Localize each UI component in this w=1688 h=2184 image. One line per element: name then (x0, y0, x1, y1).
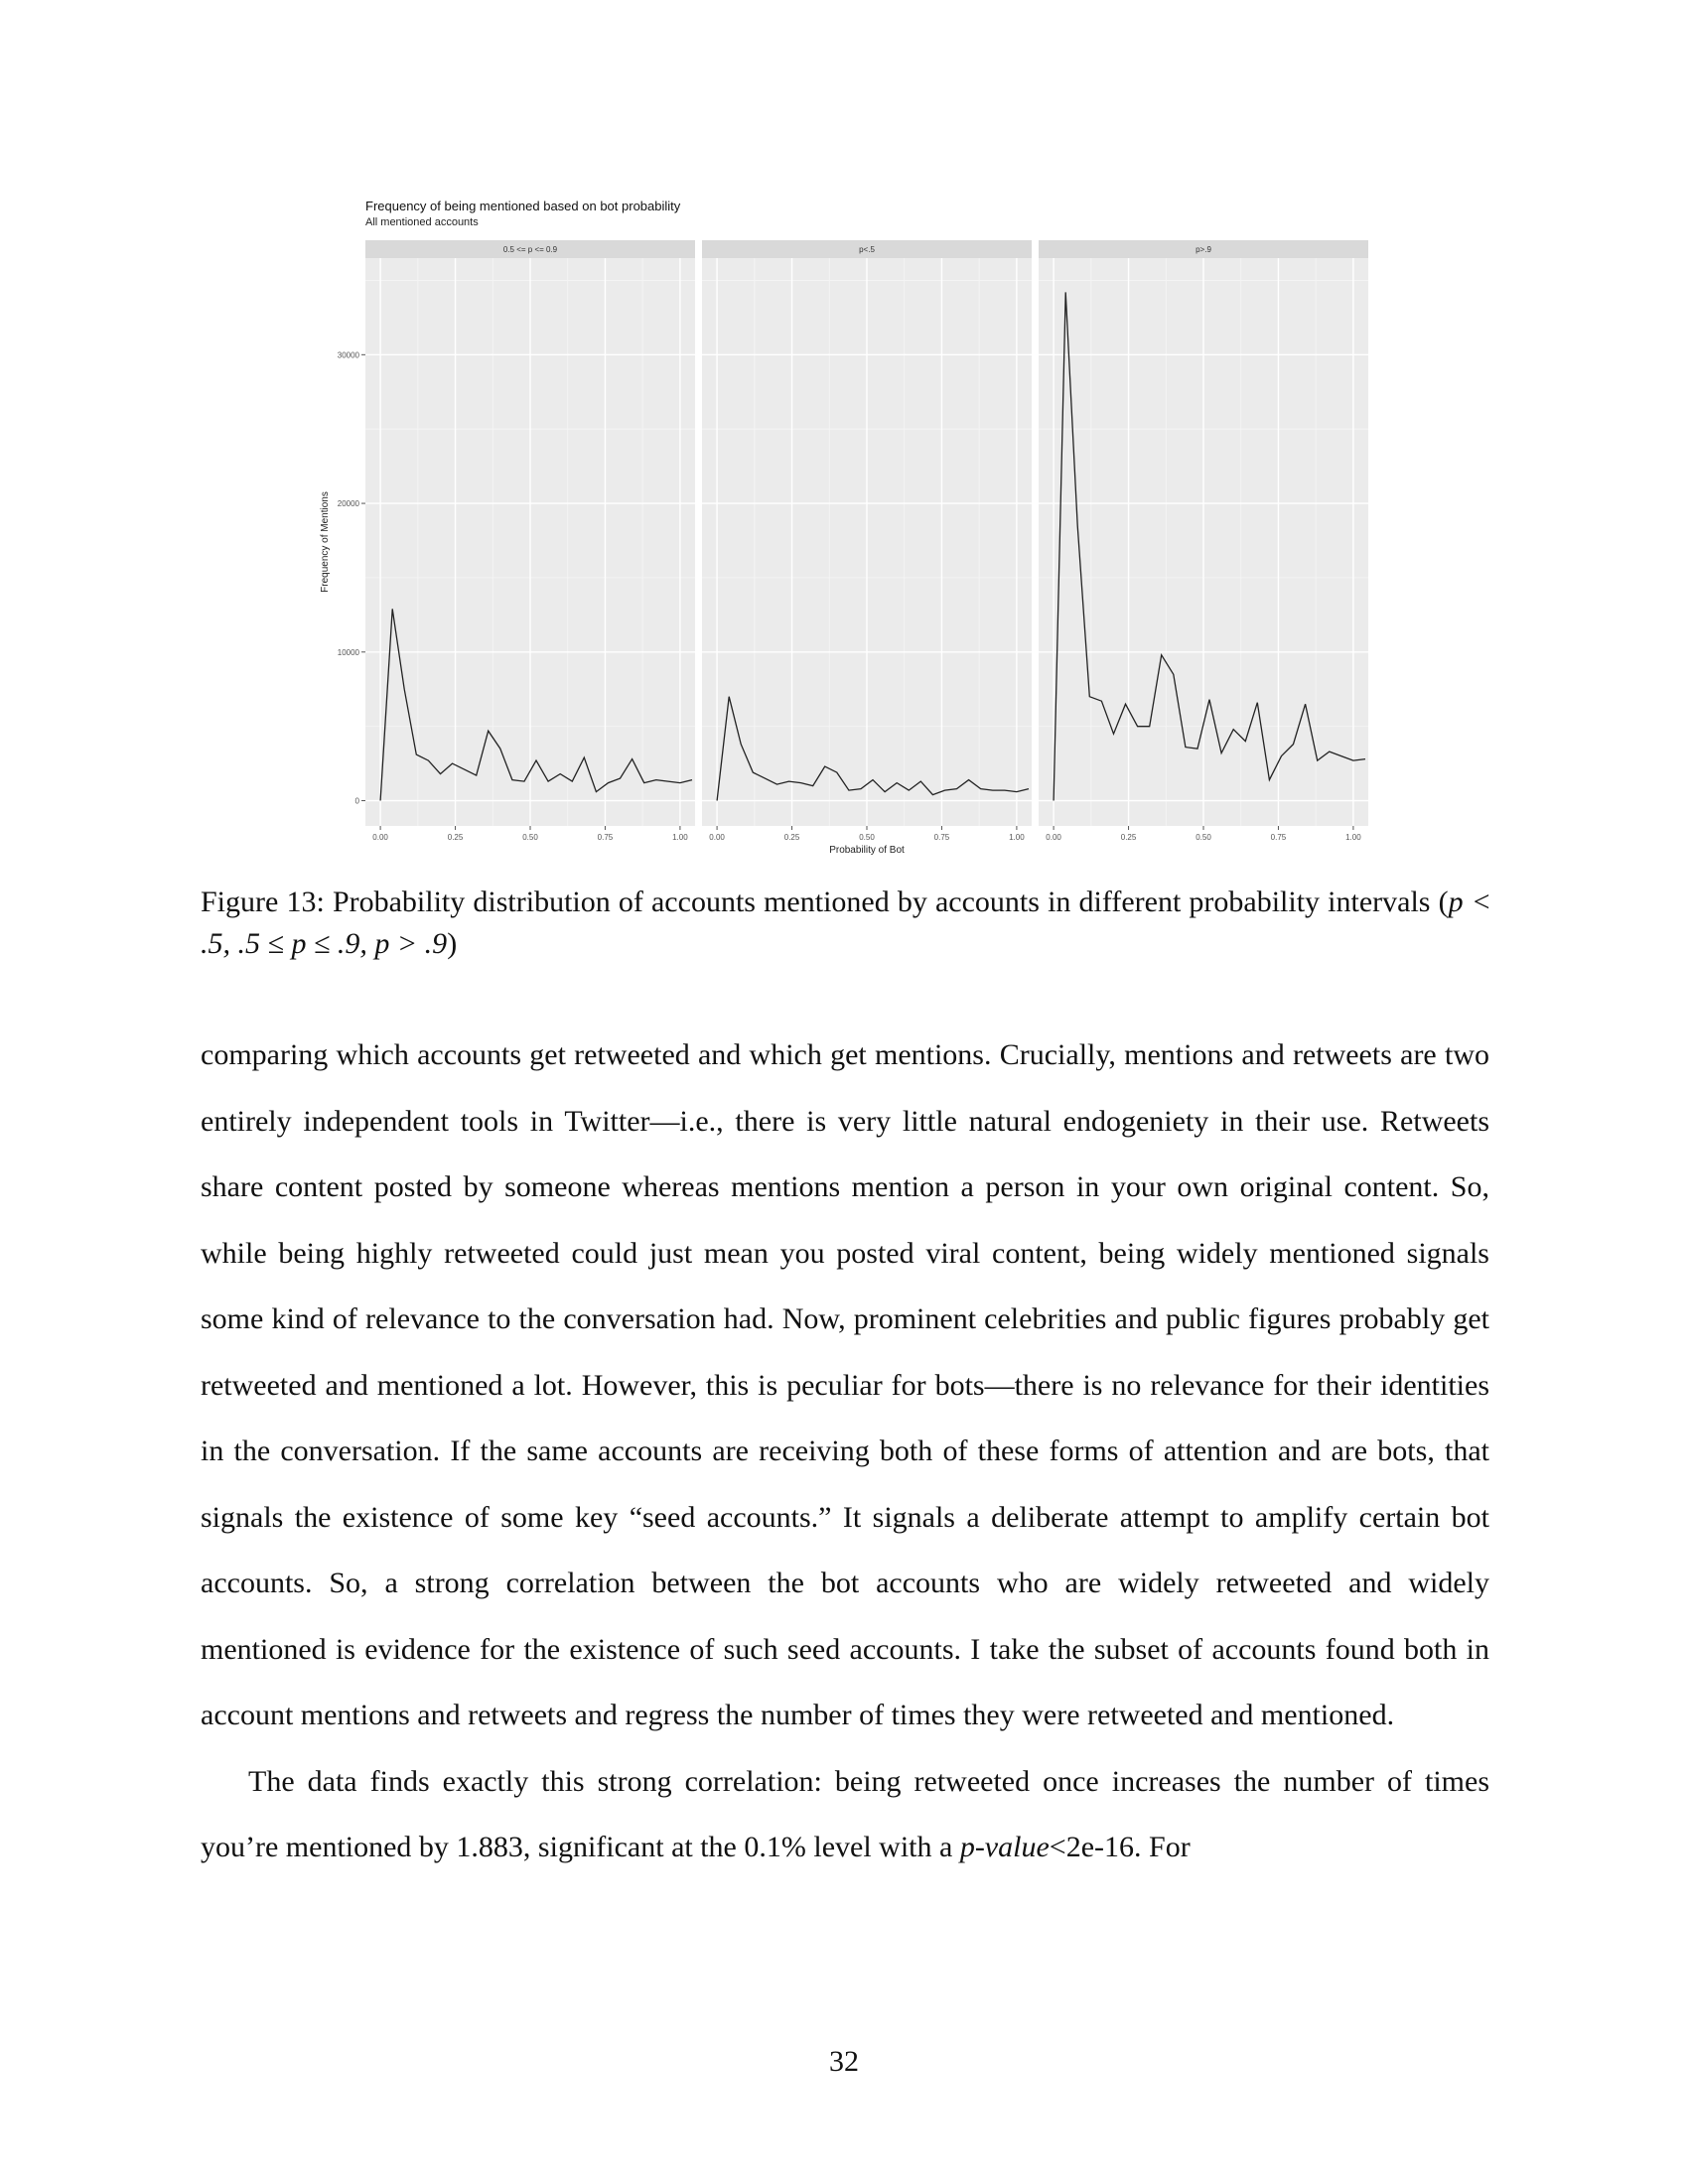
x-tick-label: 0.50 (859, 833, 875, 842)
y-tick-label: 20000 (338, 499, 360, 508)
page-number: 32 (829, 2045, 859, 2078)
paragraph-2: The data finds exactly this strong corre… (201, 1749, 1489, 1881)
x-tick-label: 1.00 (672, 833, 688, 842)
faceted-line-chart: Frequency of Mentions 0 10000 20000 30000 0.5… (320, 240, 1368, 856)
x-tick-label: 0.75 (1271, 833, 1287, 842)
facet-strip-label: p>.9 (1196, 245, 1211, 254)
y-axis-title: Frequency of Mentions (320, 491, 331, 593)
x-tick-label: 1.00 (1009, 833, 1025, 842)
y-tick-label: 0 (355, 797, 360, 806)
figure-label: Figure 13: (201, 886, 325, 918)
series-line (379, 609, 693, 801)
facet-strip (365, 240, 695, 258)
figure-caption: Figure 13: Probability distribution of a… (201, 882, 1491, 965)
x-tick-label: 0.25 (448, 833, 464, 842)
x-tick-label: 0.25 (1121, 833, 1137, 842)
chart-title: Frequency of being mentioned based on bo… (365, 199, 681, 213)
paragraph-2-end: <2e-16. For (1049, 1831, 1191, 1863)
x-tick-label: 0.50 (522, 833, 538, 842)
body-text: comparing which accounts get retweeted a… (201, 1023, 1489, 1881)
facet-strip-label: p<.5 (859, 245, 875, 254)
p-value-term: p-value (959, 1831, 1050, 1863)
facet-strip-label: 0.5 <= p <= 0.9 (503, 245, 558, 254)
x-tick-label: 0.00 (709, 833, 725, 842)
chart-subtitle: All mentioned accounts (365, 216, 479, 228)
x-tick-label: 0.50 (1196, 833, 1211, 842)
caption-text: Probability distribution of accounts men… (332, 886, 1449, 918)
paragraph-2-start: The data finds exactly this strong corre… (201, 1764, 1489, 1864)
caption-math: p < .5, .5 ≤ p ≤ .9, p > .9 (201, 886, 1491, 960)
x-tick-label: 0.75 (598, 833, 614, 842)
y-tick-label: 10000 (338, 648, 360, 657)
facet-strip (702, 240, 1032, 258)
x-tick-label: 1.00 (1345, 833, 1361, 842)
x-tick-label: 0.00 (372, 833, 388, 842)
caption-close: ) (447, 927, 458, 960)
facet-strip (1039, 240, 1368, 258)
series-line (1053, 292, 1366, 801)
series-line (716, 696, 1030, 801)
y-tick-label: 30000 (338, 350, 360, 359)
figure-13: Frequency of Mentions 0 10000 20000 30000 0.5… (314, 199, 1376, 864)
x-axis-title: Probability of Bot (829, 845, 905, 856)
x-tick-label: 0.00 (1046, 833, 1061, 842)
x-tick-label: 0.75 (934, 833, 950, 842)
x-tick-label: 0.25 (784, 833, 800, 842)
paragraph-1: comparing which accounts get retweeted a… (201, 1038, 1489, 1731)
